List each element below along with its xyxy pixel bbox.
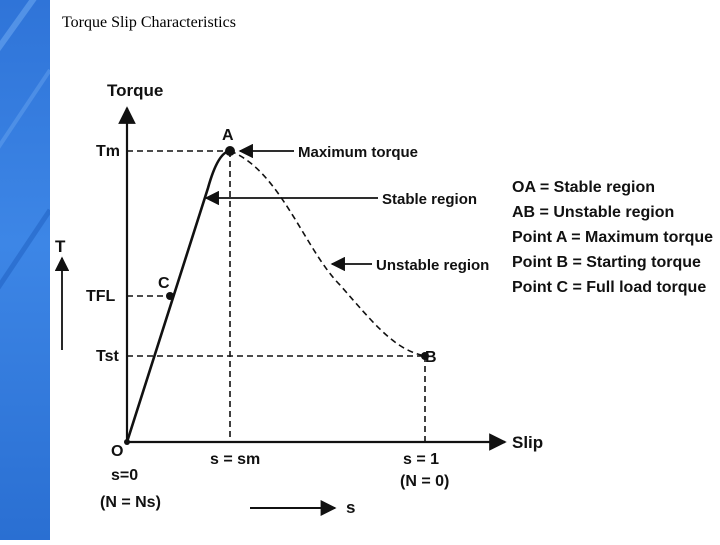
legend-item: OA = Stable region: [512, 179, 655, 196]
n0-label: (N = 0): [400, 473, 449, 490]
legend-item: Point B = Starting torque: [512, 254, 701, 271]
decorative-stripes: [0, 0, 50, 290]
point-c-label: C: [158, 275, 170, 292]
legend-item: AB = Unstable region: [512, 204, 674, 221]
diagram-canvas: Torque Slip T A B C O Tm TFL Tst s: [54, 81, 713, 517]
torque-arrow-label: T: [55, 237, 66, 256]
slip-arrow-label: s: [346, 498, 355, 517]
stable-region-annotation: Stable region: [382, 191, 477, 208]
point-b-marker: [421, 352, 429, 360]
y-axis-label: Torque: [107, 81, 163, 100]
unstable-region-annotation: Unstable region: [376, 257, 489, 274]
slide-title: Torque Slip Characteristics: [62, 14, 236, 31]
legend: OA = Stable region AB = Unstable region …: [512, 179, 713, 296]
sm-label: s = sm: [210, 451, 260, 468]
s1-label: s = 1: [403, 451, 439, 468]
torque-slip-diagram: Torque Slip T A B C O Tm TFL Tst s: [50, 40, 720, 540]
tm-label: Tm: [96, 143, 120, 160]
x-axis-label: Slip: [512, 433, 543, 452]
legend-item: Point A = Maximum torque: [512, 229, 713, 246]
n-ns-label: (N = Ns): [100, 494, 161, 511]
point-b-label: B: [425, 349, 437, 366]
point-a-marker: [225, 146, 235, 156]
origin-marker: [124, 439, 130, 445]
point-a-label: A: [222, 127, 234, 144]
s0-label: s=0: [111, 467, 138, 484]
reference-lines: [127, 150, 426, 442]
tst-label: Tst: [96, 348, 119, 365]
origin-label: O: [111, 443, 123, 460]
legend-item: Point C = Full load torque: [512, 279, 706, 296]
slide-accent-bar: [0, 0, 50, 540]
max-torque-annotation: Maximum torque: [298, 144, 418, 161]
unstable-region-curve: [229, 150, 426, 357]
point-c-marker: [166, 292, 174, 300]
tfl-label: TFL: [86, 288, 116, 305]
